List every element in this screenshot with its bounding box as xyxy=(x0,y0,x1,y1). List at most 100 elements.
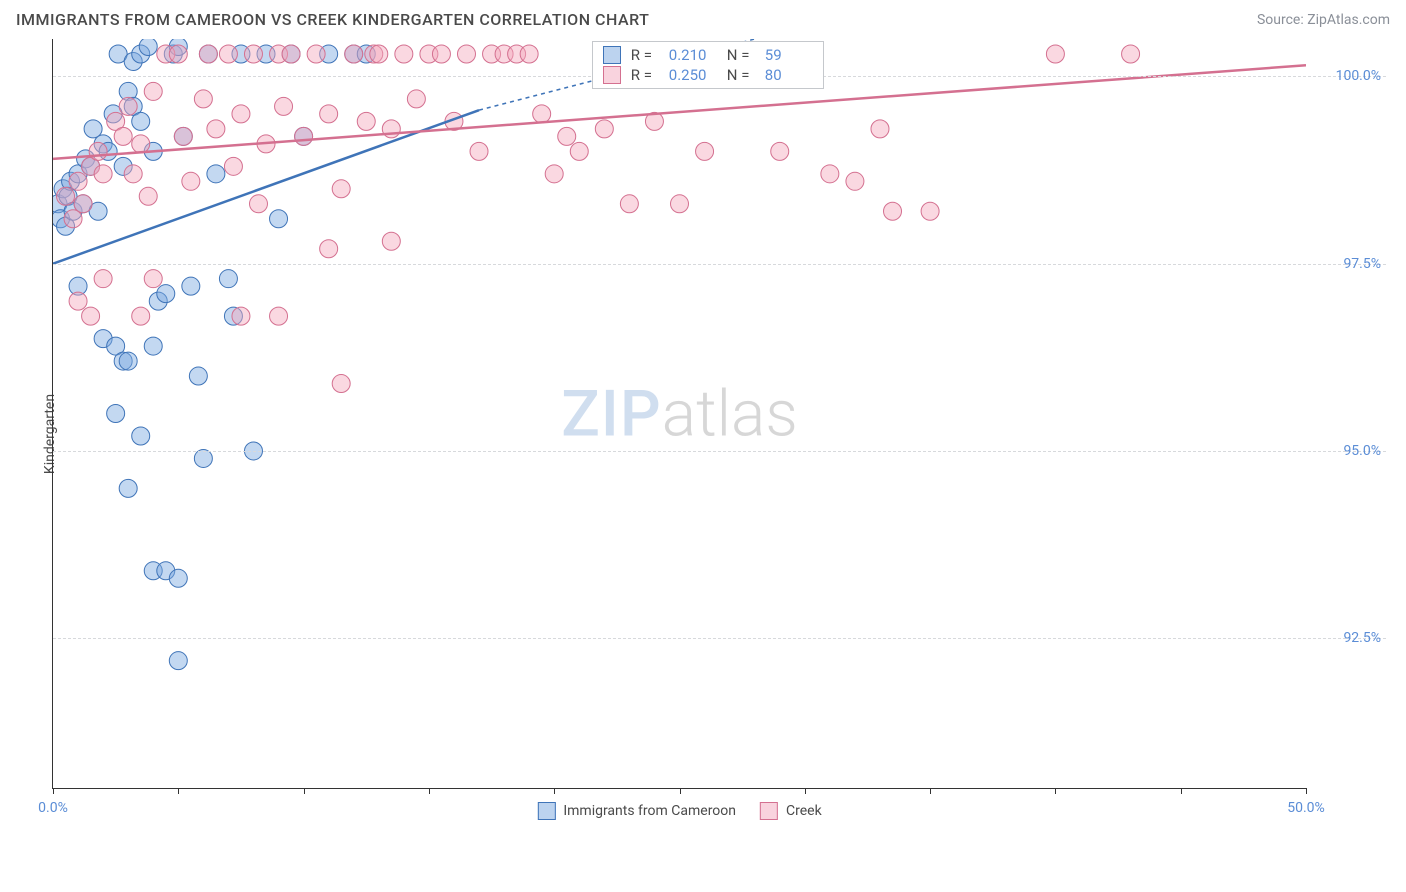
scatter-point xyxy=(533,105,551,123)
scatter-point xyxy=(558,127,576,145)
legend-swatch-icon xyxy=(603,66,621,84)
scatter-point xyxy=(420,45,438,63)
scatter-point xyxy=(432,45,450,63)
scatter-point xyxy=(207,120,225,138)
scatter-point xyxy=(53,195,67,213)
scatter-point xyxy=(62,172,80,190)
watermark: ZIPatlas xyxy=(561,376,798,451)
scatter-point xyxy=(771,142,789,160)
x-tick xyxy=(554,788,555,794)
x-tick xyxy=(1055,788,1056,794)
scatter-point xyxy=(107,112,125,130)
scatter-point xyxy=(483,45,501,63)
stats-r-label: R = xyxy=(631,66,659,84)
scatter-point xyxy=(249,195,267,213)
scatter-point xyxy=(645,112,663,130)
scatter-point xyxy=(107,405,125,423)
y-tick-label: 97.5% xyxy=(1343,256,1381,272)
scatter-point xyxy=(74,195,92,213)
scatter-point xyxy=(82,307,100,325)
chart-title: IMMIGRANTS FROM CAMEROON VS CREEK KINDER… xyxy=(16,10,649,29)
scatter-point xyxy=(89,142,107,160)
scatter-point xyxy=(74,195,92,213)
scatter-point xyxy=(144,142,162,160)
x-tick xyxy=(429,788,430,794)
scatter-point xyxy=(194,449,212,467)
stats-r-value: 0.250 xyxy=(669,66,717,84)
x-tick xyxy=(930,788,931,794)
legend-label: Creek xyxy=(786,803,822,819)
trend-line xyxy=(53,110,479,264)
scatter-point xyxy=(199,45,217,63)
scatter-point xyxy=(182,172,200,190)
scatter-point xyxy=(77,150,95,168)
y-tick-label: 92.5% xyxy=(1343,630,1381,646)
scatter-point xyxy=(307,45,325,63)
scatter-point xyxy=(132,45,150,63)
gridline-h xyxy=(53,451,1386,452)
scatter-point xyxy=(69,292,87,310)
stats-box: R =0.210N =59R =0.250N =80 xyxy=(592,41,824,89)
x-tick xyxy=(304,788,305,794)
scatter-point xyxy=(64,210,82,228)
plot-area: ZIPatlas 92.5%95.0%97.5%100.0%0.0%50.0%R… xyxy=(52,39,1306,789)
scatter-point xyxy=(320,45,338,63)
scatter-point xyxy=(132,135,150,153)
scatter-point xyxy=(545,165,563,183)
stats-r-label: R = xyxy=(631,46,659,64)
scatter-point xyxy=(94,135,112,153)
scatter-point xyxy=(132,427,150,445)
scatter-point xyxy=(921,202,939,220)
scatter-point xyxy=(395,45,413,63)
scatter-point xyxy=(270,210,288,228)
scatter-point xyxy=(407,90,425,108)
scatter-point xyxy=(164,45,182,63)
scatter-point xyxy=(345,45,363,63)
scatter-point xyxy=(69,165,87,183)
scatter-point xyxy=(157,45,175,63)
scatter-point xyxy=(320,105,338,123)
scatter-point xyxy=(169,569,187,587)
scatter-point xyxy=(595,120,613,138)
legend-swatch-icon xyxy=(603,46,621,64)
scatter-point xyxy=(104,105,122,123)
scatter-point xyxy=(119,82,137,100)
scatter-point xyxy=(295,127,313,145)
scatter-point xyxy=(57,187,75,205)
scatter-point xyxy=(69,172,87,190)
scatter-point xyxy=(270,45,288,63)
scatter-point xyxy=(157,562,175,580)
scatter-point xyxy=(189,367,207,385)
scatter-point xyxy=(64,202,82,220)
x-tick xyxy=(53,788,54,794)
scatter-point xyxy=(199,45,217,63)
stats-row: R =0.210N =59 xyxy=(603,46,813,64)
scatter-point xyxy=(194,90,212,108)
scatter-point xyxy=(124,52,142,70)
scatter-point xyxy=(445,112,463,130)
scatter-point xyxy=(124,97,142,115)
scatter-point xyxy=(54,180,72,198)
scatter-point xyxy=(570,142,588,160)
scatter-point xyxy=(207,165,225,183)
scatter-point xyxy=(219,270,237,288)
scatter-point xyxy=(82,157,100,175)
scatter-point xyxy=(84,120,102,138)
scatter-point xyxy=(495,45,513,63)
gridline-h xyxy=(53,264,1386,265)
scatter-point xyxy=(219,45,237,63)
scatter-point xyxy=(1046,45,1064,63)
stats-n-value: 59 xyxy=(765,46,813,64)
scatter-point xyxy=(244,45,262,63)
scatter-point xyxy=(282,45,300,63)
scatter-point xyxy=(99,142,117,160)
scatter-point xyxy=(382,120,400,138)
stats-n-label: N = xyxy=(727,66,755,84)
scatter-point xyxy=(169,39,187,55)
stats-r-value: 0.210 xyxy=(669,46,717,64)
scatter-point xyxy=(224,307,242,325)
scatter-point xyxy=(119,352,137,370)
plot-svg xyxy=(53,39,1306,788)
x-tick xyxy=(680,788,681,794)
scatter-point xyxy=(620,195,638,213)
